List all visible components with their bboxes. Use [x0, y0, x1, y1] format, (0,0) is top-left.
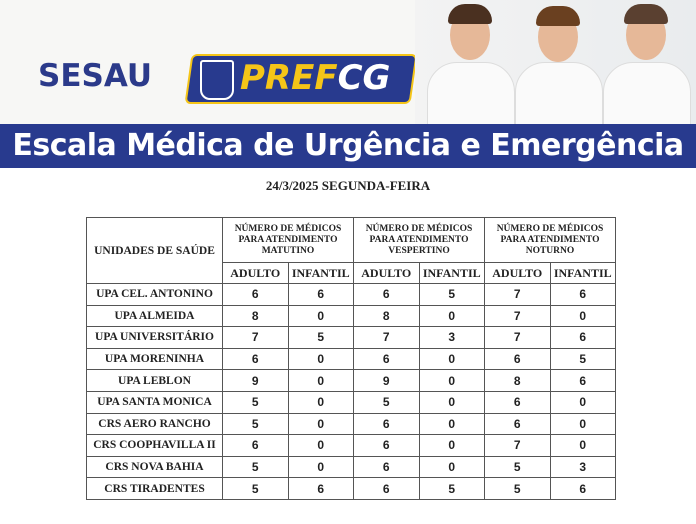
unit-name: UPA MORENINHA [86, 347, 223, 371]
subheader-adulto: ADULTO [484, 262, 551, 284]
unit-header: UNIDADES DE SAÚDE [86, 217, 223, 284]
table-row: CRS COOPHAVILLA II 6 0 6 0 7 0 [86, 434, 616, 457]
page-title: Escala Médica de Urgência e Emergência [0, 124, 696, 168]
doctor-count-cell: 6 [353, 455, 420, 479]
doctor-count-cell: 5 [418, 477, 485, 500]
doctor-count-cell: 0 [287, 434, 354, 457]
subheader-infantil: INFANTIL [549, 262, 616, 284]
doctor-count-cell: 9 [222, 369, 289, 392]
doctor-count-cell: 6 [484, 390, 551, 414]
doctor-count-cell: 5 [484, 477, 551, 500]
doctor-count-cell: 8 [484, 369, 551, 392]
doctor-count-cell: 5 [222, 455, 289, 479]
doctor-count-cell: 0 [418, 412, 485, 436]
doctor-count-cell: 5 [484, 455, 551, 479]
table-row: UPA CEL. ANTONINO 6 6 6 5 7 6 [86, 283, 616, 306]
doctor-count-cell: 3 [418, 326, 485, 349]
doctor-count-cell: 5 [353, 390, 420, 414]
unit-name: CRS COOPHAVILLA II [86, 434, 223, 457]
table-row: UPA MORENINHA 6 0 6 0 6 5 [86, 347, 616, 371]
table-row: CRS AERO RANCHO 5 0 6 0 6 0 [86, 412, 616, 436]
doctor-count-cell: 6 [287, 283, 354, 306]
doctor-count-cell: 8 [222, 304, 289, 328]
doctor-count-cell: 5 [287, 326, 354, 349]
unit-name: UPA LEBLON [86, 369, 223, 392]
doctor-count-cell: 6 [222, 283, 289, 306]
city-crest-icon [200, 60, 234, 100]
doctor-count-cell: 0 [418, 304, 485, 328]
doctor-count-cell: 0 [549, 390, 616, 414]
unit-name: UPA ALMEIDA [86, 304, 223, 328]
doctor-count-cell: 0 [418, 369, 485, 392]
unit-name: UPA CEL. ANTONINO [86, 283, 223, 306]
doctor-count-cell: 6 [549, 283, 616, 306]
doctor-count-cell: 6 [353, 434, 420, 457]
doctor-count-cell: 0 [418, 390, 485, 414]
schedule-date: 24/3/2025 SEGUNDA-FEIRA [265, 178, 431, 193]
doctor-count-cell: 6 [353, 283, 420, 306]
doctor-count-cell: 0 [287, 369, 354, 392]
doctor-count-cell: 0 [418, 434, 485, 457]
table-row: UPA UNIVERSITÁRIO 7 5 7 3 7 6 [86, 326, 616, 349]
group-header-noturno: NÚMERO DE MÉDICOS PARA ATENDIMENTO NOTUR… [484, 217, 616, 263]
doctor-count-cell: 7 [484, 304, 551, 328]
doctor-count-cell: 5 [222, 477, 289, 500]
doctor-count-cell: 5 [418, 283, 485, 306]
doctor-count-cell: 0 [287, 412, 354, 436]
doctor-count-cell: 6 [549, 477, 616, 500]
unit-name: UPA SANTA MONICA [86, 390, 223, 414]
table-row: UPA LEBLON 9 0 9 0 8 6 [86, 369, 616, 392]
subheader-adulto: ADULTO [222, 262, 289, 284]
doctor-count-cell: 6 [484, 347, 551, 371]
doctor-count-cell: 5 [549, 347, 616, 371]
unit-name: CRS NOVA BAHIA [86, 455, 223, 479]
doctor-count-cell: 0 [549, 412, 616, 436]
sesau-logo: SESAU [38, 58, 153, 94]
subheader-infantil: INFANTIL [418, 262, 485, 284]
unit-name: CRS TIRADENTES [86, 477, 223, 500]
group-header-vespertino: NÚMERO DE MÉDICOS PARA ATENDIMENTO VESPE… [353, 217, 485, 263]
pref-logo-text: PREF [240, 58, 338, 98]
table-row: CRS NOVA BAHIA 5 0 6 0 5 3 [86, 455, 616, 479]
group-header-matutino: NÚMERO DE MÉDICOS PARA ATENDIMENTO MATUT… [222, 217, 354, 263]
doctor-count-cell: 6 [353, 347, 420, 371]
doctor-count-cell: 7 [222, 326, 289, 349]
doctor-count-cell: 0 [549, 434, 616, 457]
doctor-count-cell: 0 [549, 304, 616, 328]
table-row: UPA SANTA MONICA 5 0 5 0 6 0 [86, 390, 616, 414]
doctor-count-cell: 6 [549, 326, 616, 349]
prefcg-logo: PREFCG [240, 58, 390, 98]
doctor-count-cell: 6 [287, 477, 354, 500]
doctor-count-cell: 6 [549, 369, 616, 392]
doctor-count-cell: 6 [222, 434, 289, 457]
doctors-photo [415, 0, 696, 124]
doctor-count-cell: 8 [353, 304, 420, 328]
doctor-count-cell: 6 [484, 412, 551, 436]
subheader-adulto: ADULTO [353, 262, 420, 284]
doctor-count-cell: 5 [222, 412, 289, 436]
doctor-count-cell: 6 [353, 412, 420, 436]
doctor-count-cell: 0 [418, 455, 485, 479]
table-row: UPA ALMEIDA 8 0 8 0 7 0 [86, 304, 616, 328]
subheader-infantil: INFANTIL [287, 262, 354, 284]
table-row: CRS TIRADENTES 5 6 6 5 5 6 [86, 477, 616, 500]
doctor-count-cell: 6 [222, 347, 289, 371]
schedule-table: UNIDADES DE SAÚDE NÚMERO DE MÉDICOS PARA… [86, 217, 616, 500]
doctor-count-cell: 0 [287, 390, 354, 414]
doctor-count-cell: 7 [484, 434, 551, 457]
doctor-count-cell: 7 [484, 283, 551, 306]
cg-logo-text: CG [337, 58, 391, 98]
doctor-count-cell: 0 [287, 347, 354, 371]
doctor-count-cell: 3 [549, 455, 616, 479]
doctor-count-cell: 7 [353, 326, 420, 349]
doctor-count-cell: 0 [287, 304, 354, 328]
doctor-count-cell: 5 [222, 390, 289, 414]
doctor-count-cell: 0 [287, 455, 354, 479]
doctor-count-cell: 9 [353, 369, 420, 392]
unit-name: UPA UNIVERSITÁRIO [86, 326, 223, 349]
doctor-count-cell: 7 [484, 326, 551, 349]
doctor-count-cell: 0 [418, 347, 485, 371]
unit-name: CRS AERO RANCHO [86, 412, 223, 436]
doctor-count-cell: 6 [353, 477, 420, 500]
